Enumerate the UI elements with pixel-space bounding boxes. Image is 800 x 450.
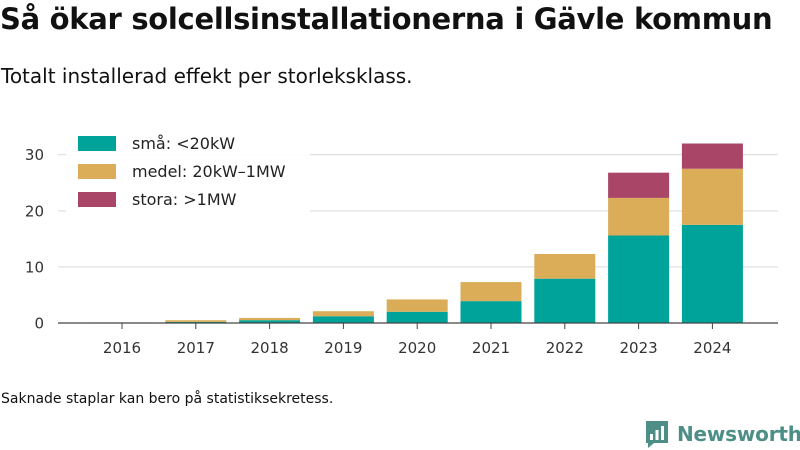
x-tick-label: 2017 bbox=[177, 339, 215, 357]
newsworthy-wordmark: Newsworthy bbox=[677, 422, 800, 446]
legend-label: små: <20kW bbox=[132, 134, 235, 153]
x-tick-label: 2023 bbox=[620, 339, 658, 357]
bar-medium-2017 bbox=[165, 320, 227, 322]
chart-subtitle: Totalt installerad effekt per storlekskl… bbox=[1, 64, 413, 88]
legend-swatch bbox=[78, 192, 116, 207]
stacked-bar-chart: 0 10 20 30 2016 2017 2018 2019 2020 2021 2022 2023 2… bbox=[24, 134, 778, 357]
x-tick-label: 2020 bbox=[398, 339, 436, 357]
x-tick-label: 2019 bbox=[324, 339, 362, 357]
legend-label: medel: 20kW–1MW bbox=[132, 162, 286, 181]
bar-small-2022 bbox=[534, 278, 596, 323]
bar-medium-2022 bbox=[534, 254, 596, 279]
x-tick-label: 2016 bbox=[103, 339, 141, 357]
bar-large-2023 bbox=[608, 172, 670, 198]
bar-small-2019 bbox=[312, 316, 374, 323]
bar-large-2024 bbox=[681, 143, 743, 169]
bar-small-2020 bbox=[386, 311, 448, 323]
y-tick-label: 30 bbox=[25, 146, 44, 164]
x-tick-label: 2024 bbox=[693, 339, 731, 357]
bar-medium-2020 bbox=[386, 299, 448, 312]
newsworthy-logo: Newsworthy bbox=[644, 419, 800, 449]
bar-small-2024 bbox=[681, 224, 743, 323]
legend-swatch bbox=[78, 164, 116, 179]
y-tick-label: 10 bbox=[25, 258, 44, 276]
legend-swatch bbox=[78, 136, 116, 151]
bar-medium-2024 bbox=[681, 168, 743, 225]
x-tick-label: 2018 bbox=[251, 339, 289, 357]
bar-small-2018 bbox=[239, 320, 301, 323]
bar-small-2021 bbox=[460, 301, 522, 323]
bar-small-2023 bbox=[608, 235, 670, 323]
newsworthy-logo-icon bbox=[646, 421, 668, 448]
x-tick-label: 2022 bbox=[546, 339, 584, 357]
footnote: Saknade staplar kan bero på statistiksek… bbox=[1, 391, 334, 407]
legend-label: stora: >1MW bbox=[132, 190, 237, 209]
y-tick-label: 0 bbox=[34, 315, 44, 333]
bar-medium-2019 bbox=[312, 311, 374, 317]
x-tick-label: 2021 bbox=[472, 339, 510, 357]
y-tick-label: 20 bbox=[25, 202, 44, 220]
bar-medium-2023 bbox=[608, 197, 670, 236]
chart-title: Så ökar solcellsinstallationerna i Gävle… bbox=[0, 2, 773, 36]
bar-medium-2021 bbox=[460, 282, 522, 302]
bar-medium-2018 bbox=[239, 317, 301, 321]
